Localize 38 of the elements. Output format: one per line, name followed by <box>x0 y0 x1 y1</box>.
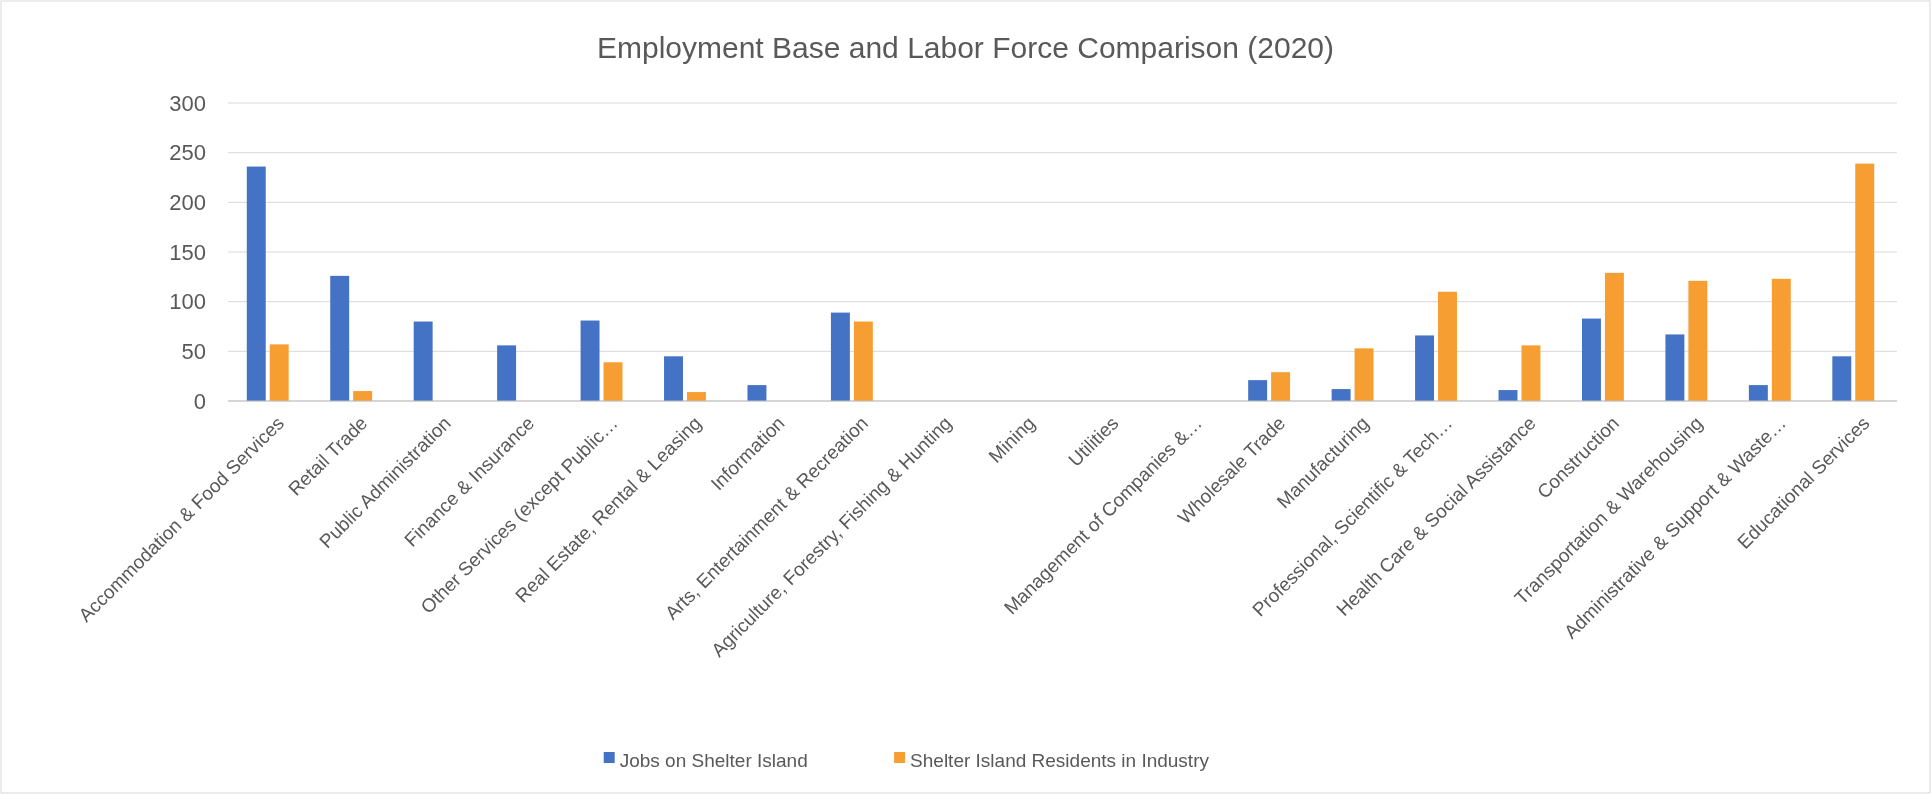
bar <box>1771 278 1791 401</box>
bar <box>413 321 433 401</box>
bar <box>830 312 850 401</box>
legend-label: Jobs on Shelter Island <box>619 749 808 771</box>
y-tick-label: 150 <box>169 239 206 265</box>
y-tick-label: 300 <box>169 90 206 116</box>
bar <box>1248 380 1268 401</box>
bar <box>664 356 683 401</box>
bar <box>353 391 373 401</box>
bar <box>1521 345 1541 401</box>
y-tick-label: 0 <box>193 388 206 414</box>
chart-title: Employment Base and Labor Force Comparison (2020) <box>596 31 1335 64</box>
bar <box>246 166 266 401</box>
bar <box>1415 335 1435 401</box>
bar <box>853 321 873 401</box>
y-tick-label: 200 <box>169 190 206 216</box>
bar <box>1354 348 1374 401</box>
bar <box>1331 389 1351 401</box>
bar <box>1604 272 1624 401</box>
bar <box>1748 385 1768 401</box>
bar <box>580 320 600 401</box>
y-tick-label: 50 <box>181 339 206 365</box>
bar <box>1855 163 1875 401</box>
bar <box>1832 356 1852 401</box>
bar <box>330 275 350 401</box>
bar <box>1581 318 1601 401</box>
bar <box>686 392 706 401</box>
bar <box>1688 280 1708 401</box>
bar <box>747 385 767 401</box>
bar <box>497 345 517 401</box>
bar <box>269 344 289 401</box>
bar <box>1271 372 1291 401</box>
bar <box>1438 291 1457 401</box>
bar <box>1665 334 1685 401</box>
legend-label: Shelter Island Residents in Industry <box>910 749 1210 771</box>
bar <box>603 362 623 401</box>
y-tick-label: 100 <box>169 289 206 315</box>
y-tick-label: 250 <box>169 140 206 166</box>
